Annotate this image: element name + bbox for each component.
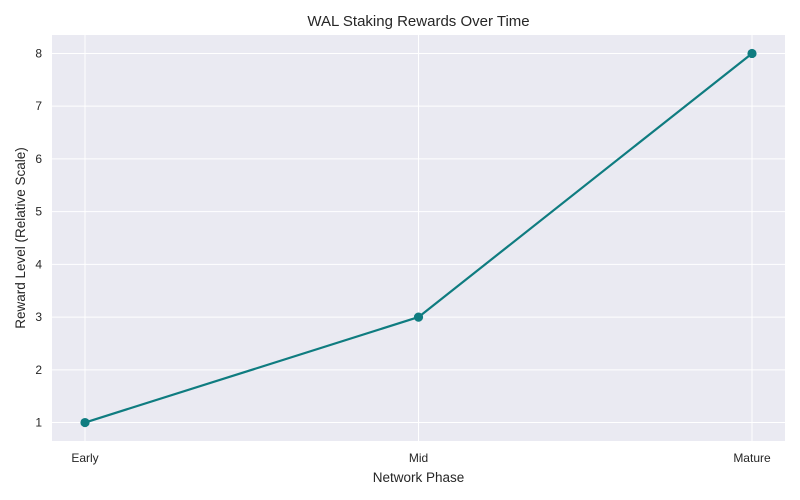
chart-title: WAL Staking Rewards Over Time: [307, 13, 529, 30]
x-axis-ticks: Early Mid Mature: [71, 451, 771, 465]
y-tick-label: 8: [35, 46, 42, 60]
y-tick-label: 4: [35, 257, 42, 271]
data-point: [413, 312, 424, 322]
y-axis-ticks: 1 2 3 4 5 6 7 8: [35, 46, 42, 429]
y-tick-label: 3: [35, 310, 42, 324]
x-tick-label: Early: [71, 451, 98, 465]
data-point: [747, 48, 757, 59]
x-axis-label: Network Phase: [373, 470, 465, 485]
x-tick-label: Mature: [733, 451, 771, 465]
x-tick-label: Mid: [409, 451, 428, 465]
x-gridlines: [84, 35, 753, 441]
series-layer: [80, 48, 757, 428]
y-tick-label: 7: [35, 99, 42, 113]
y-tick-label: 6: [35, 152, 42, 166]
y-axis-label: Reward Level (Relative Scale): [13, 147, 28, 329]
y-tick-label: 2: [35, 363, 42, 377]
y-tick-label: 5: [35, 205, 42, 219]
data-point: [80, 417, 90, 428]
y-tick-label: 1: [35, 416, 42, 430]
